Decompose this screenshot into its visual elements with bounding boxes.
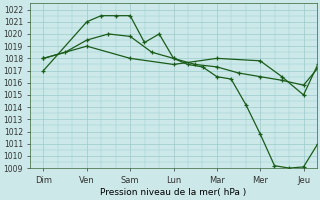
X-axis label: Pression niveau de la mer( hPa ): Pression niveau de la mer( hPa ) bbox=[100, 188, 247, 197]
